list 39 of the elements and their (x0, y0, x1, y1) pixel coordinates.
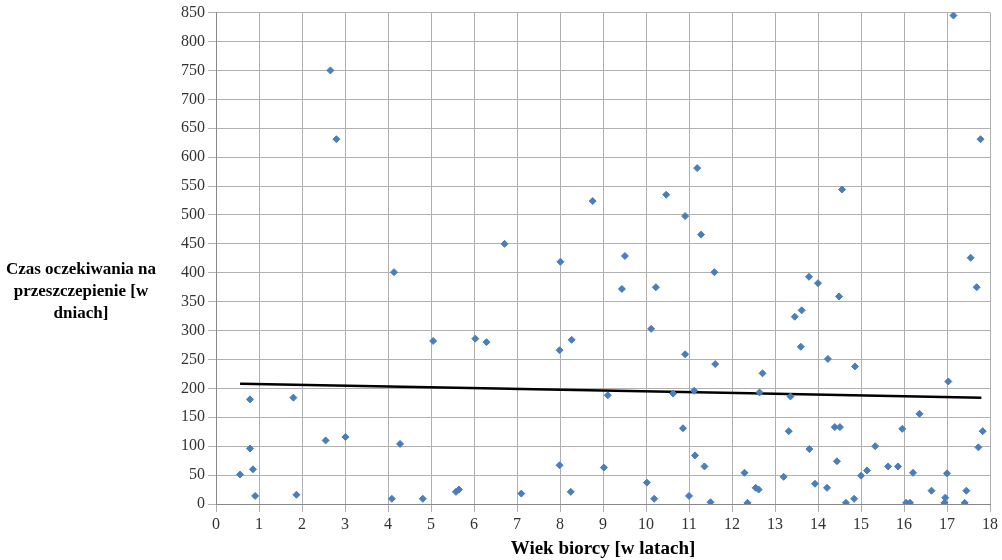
y-tick-label: 750 (181, 60, 205, 78)
y-tick-label: 600 (181, 147, 205, 165)
x-tick-label: 4 (384, 514, 392, 532)
y-tick-label: 300 (181, 320, 205, 338)
y-tick-label: 700 (181, 89, 205, 107)
y-tick-label: 0 (197, 494, 205, 512)
y-tick-label: 250 (181, 349, 205, 367)
x-tick-label: 9 (599, 514, 607, 532)
y-tick-label: 650 (181, 118, 205, 136)
x-tick-label: 8 (556, 514, 564, 532)
y-tick-label: 100 (181, 436, 205, 454)
y-tick-label: 200 (181, 378, 205, 396)
x-tick-label: 1 (255, 514, 263, 532)
x-tick-label: 7 (513, 514, 521, 532)
x-tick-label: 5 (427, 514, 435, 532)
y-tick-label: 350 (181, 291, 205, 309)
y-tick-label: 800 (181, 31, 205, 49)
x-tick-label: 16 (896, 514, 912, 532)
x-tick-label: 0 (212, 514, 220, 532)
y-tick-label: 450 (181, 234, 205, 252)
x-tick-label: 15 (853, 514, 869, 532)
y-tick-label: 400 (181, 262, 205, 280)
x-tick-label: 11 (681, 514, 697, 532)
x-tick-label: 14 (810, 514, 826, 532)
x-axis-title: Wiek biorcy [w latach] (510, 536, 696, 558)
x-tick-label: 3 (341, 514, 349, 532)
x-tick-label: 6 (470, 514, 478, 532)
y-tick-label: 850 (181, 2, 205, 20)
x-tick-label: 2 (298, 514, 306, 532)
x-tick-label: 17 (939, 514, 955, 532)
x-tick-label: 18 (982, 514, 998, 532)
y-tick-label: 500 (181, 205, 205, 223)
y-tick-label: 150 (181, 407, 205, 425)
y-tick-label: 550 (181, 176, 205, 194)
x-tick-label: 13 (767, 514, 783, 532)
x-tick-label: 12 (724, 514, 740, 532)
y-tick-label: 50 (189, 465, 205, 483)
y-axis-title: Czas oczekiwania na przeszczepienie [w dniach] (4, 258, 158, 324)
x-tick-label: 10 (638, 514, 654, 532)
